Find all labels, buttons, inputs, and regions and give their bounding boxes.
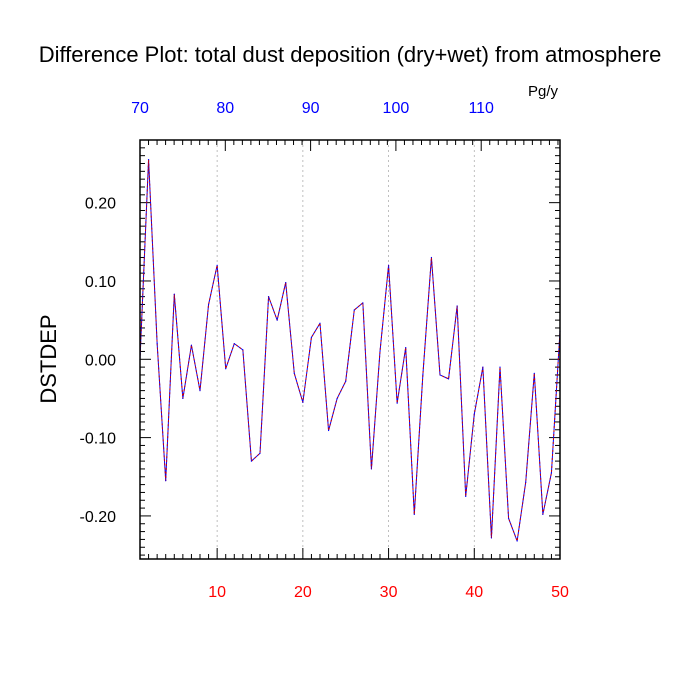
data-point	[490, 537, 493, 539]
data-point	[293, 372, 295, 374]
data-point	[276, 319, 278, 321]
data-point	[267, 296, 270, 298]
y-axis-label: DSTDEP	[36, 314, 61, 403]
data-point	[165, 480, 167, 482]
data-point	[387, 264, 390, 266]
x-tick-label-1: 20	[294, 584, 312, 601]
series-line-dash-0	[139, 159, 561, 542]
y-tick-label-4: -0.20	[80, 509, 117, 526]
data-point	[370, 468, 373, 470]
data-point	[336, 397, 338, 400]
data-point	[525, 481, 527, 483]
data-point	[422, 374, 424, 376]
data-point	[473, 413, 475, 415]
y-tick-label-2: 0.00	[85, 352, 116, 369]
top-tick-label-1: 80	[216, 100, 234, 117]
data-point	[499, 366, 501, 368]
data-point	[242, 349, 244, 351]
data-point	[430, 256, 433, 259]
data-point	[542, 513, 544, 515]
data-point	[225, 368, 227, 370]
top-axis-units: Pg/y	[528, 83, 559, 100]
top-tick-label-0: 70	[131, 100, 149, 117]
data-point	[405, 346, 407, 349]
data-point	[516, 540, 518, 542]
data-point	[482, 366, 484, 368]
top-tick-label-2: 90	[302, 100, 320, 117]
y-tick-label-3: -0.10	[80, 431, 117, 448]
data-point	[310, 336, 313, 338]
data-point	[182, 397, 184, 400]
labels-layer: 10 20 30 40 50 70 80 90 100 110 0.20 0.10 0.00 -0.10 -…	[80, 100, 569, 601]
data-point	[550, 472, 553, 474]
data-point	[250, 460, 253, 462]
series-line-0	[139, 159, 561, 542]
chart-title: Difference Plot: total dust deposition (…	[39, 42, 662, 67]
x-tick-label-4: 50	[551, 584, 569, 601]
data-point	[190, 344, 193, 346]
data-point	[439, 374, 441, 376]
data-point	[533, 372, 535, 374]
data-point	[413, 513, 415, 515]
data-point	[327, 429, 330, 432]
data-point	[379, 350, 381, 353]
data-point	[319, 322, 321, 324]
y-tick-label-0: 0.20	[85, 196, 116, 213]
data-point	[216, 264, 218, 266]
data-point	[302, 401, 304, 403]
top-tick-label-3: 100	[383, 100, 410, 117]
x-tick-label-0: 10	[208, 584, 226, 601]
plot-frame	[139, 139, 561, 560]
data-point	[173, 293, 175, 295]
x-tick-label-3: 40	[465, 584, 483, 601]
data-point	[362, 302, 364, 304]
data-point	[353, 309, 355, 311]
data-point	[285, 281, 287, 284]
data-point	[396, 402, 398, 404]
data-point	[156, 343, 158, 345]
series-layer	[139, 158, 561, 542]
grid-layer	[216, 140, 475, 559]
data-point	[507, 517, 510, 519]
y-tick-label-1: 0.10	[85, 274, 116, 291]
data-point	[447, 378, 450, 380]
ticks-layer	[139, 139, 561, 559]
data-point	[456, 305, 458, 307]
data-point	[465, 495, 467, 497]
data-point	[147, 158, 150, 161]
top-tick-label-4: 110	[468, 100, 494, 117]
data-point	[345, 380, 347, 382]
x-tick-label-2: 30	[380, 584, 398, 601]
data-point	[199, 390, 201, 392]
data-point	[259, 452, 261, 454]
data-point	[233, 343, 235, 345]
data-point	[207, 303, 210, 306]
